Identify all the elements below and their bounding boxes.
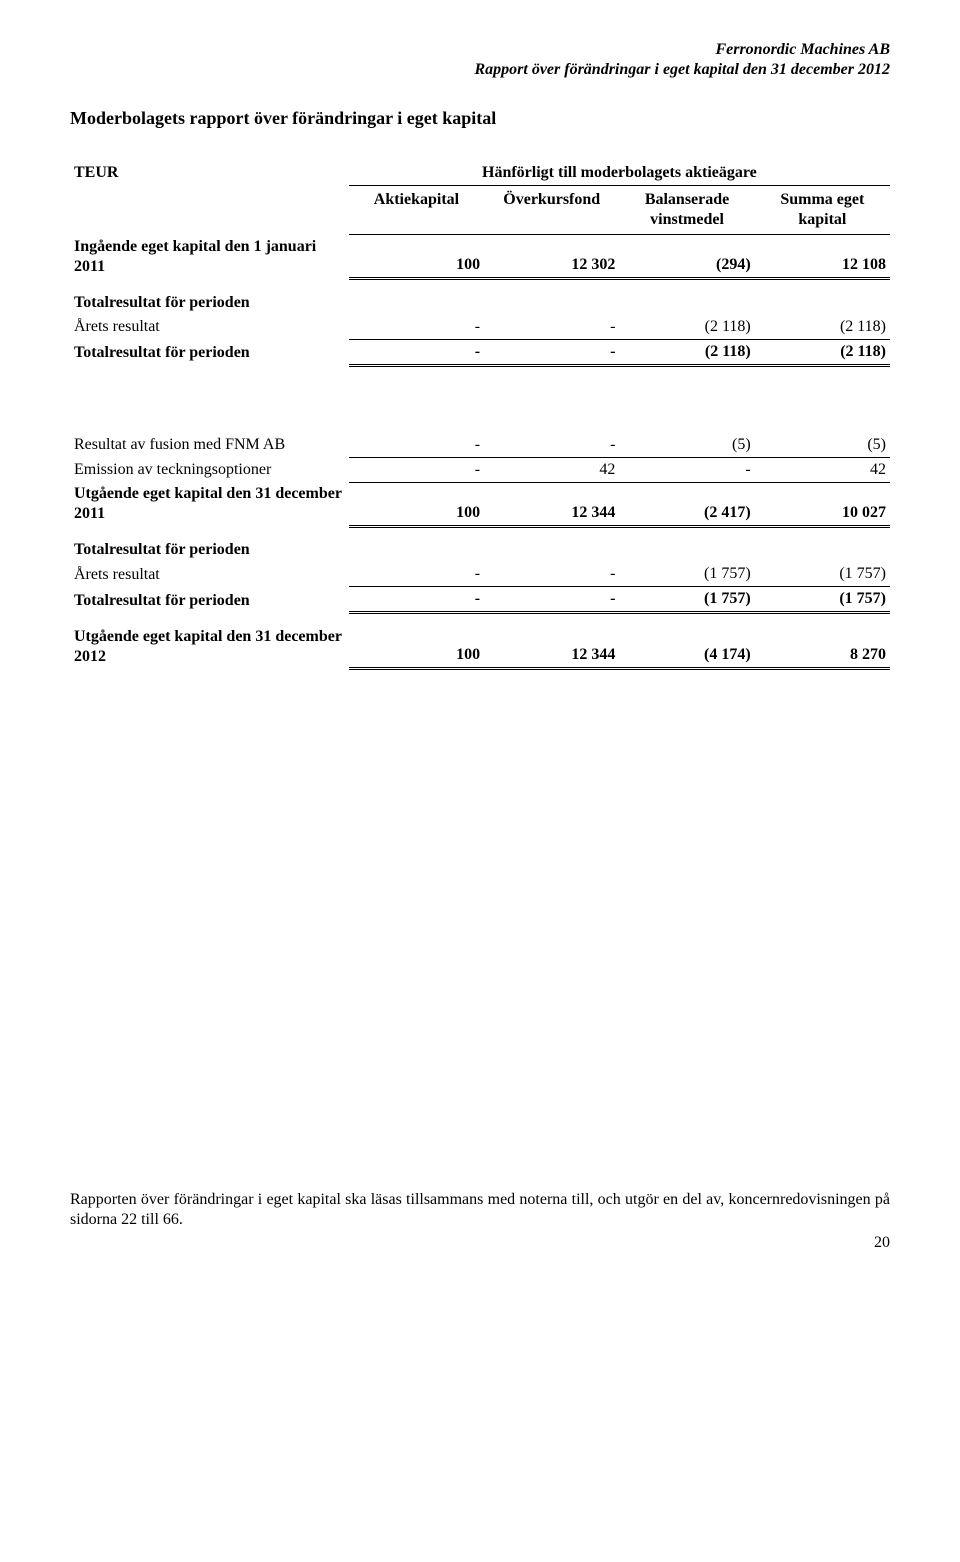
row-label: Totalresultat för perioden (70, 279, 349, 315)
table-row: Utgående eget kapital den 31 december 20… (70, 482, 890, 526)
col-header-overkursfond: Överkursfond (484, 186, 619, 235)
table-row: Totalresultat för perioden--(1 757)(1 75… (70, 587, 890, 613)
cell: - (349, 433, 484, 458)
cell (619, 279, 754, 315)
cell: (1 757) (619, 562, 754, 587)
cell: - (484, 587, 619, 613)
cell: - (349, 562, 484, 587)
company-name: Ferronordic Machines AB (70, 40, 890, 60)
footnote-text: Rapporten över förändringar i eget kapit… (70, 1190, 890, 1230)
table-row: Totalresultat för perioden (70, 526, 890, 562)
cell: 42 (484, 457, 619, 482)
col-header-aktiekapital: Aktiekapital (349, 186, 484, 235)
cell: (2 118) (619, 315, 754, 340)
report-subtitle: Rapport över förändringar i eget kapital… (70, 60, 890, 80)
row-label: Totalresultat för perioden (70, 587, 349, 613)
cell: - (619, 457, 754, 482)
cell: (5) (619, 433, 754, 458)
row-label: Utgående eget kapital den 31 december 20… (70, 482, 349, 526)
row-label: Emission av teckningsoptioner (70, 457, 349, 482)
table-row: Årets resultat--(1 757)(1 757) (70, 562, 890, 587)
cell (349, 526, 484, 562)
col-header-summa: Summa eget kapital (755, 186, 890, 235)
cell (484, 279, 619, 315)
table-row: Emission av teckningsoptioner-42-42 (70, 457, 890, 482)
table-row: Totalresultat för perioden (70, 279, 890, 315)
cell: (5) (755, 433, 890, 458)
cell: 42 (755, 457, 890, 482)
cell: - (349, 587, 484, 613)
cell (484, 526, 619, 562)
table-row: Utgående eget kapital den 31 december 20… (70, 613, 890, 669)
cell: - (349, 339, 484, 365)
table-row: Resultat av fusion med FNM AB--(5)(5) (70, 433, 890, 458)
cell: 8 270 (755, 613, 890, 669)
cell: 12 344 (484, 613, 619, 669)
row-label: Totalresultat för perioden (70, 339, 349, 365)
table-row: Årets resultat--(2 118)(2 118) (70, 315, 890, 340)
cell: 100 (349, 235, 484, 279)
row-label: Resultat av fusion med FNM AB (70, 433, 349, 458)
cell: - (484, 562, 619, 587)
row-label: Totalresultat för perioden (70, 526, 349, 562)
col-header-balanserade: Balanserade vinstmedel (619, 186, 754, 235)
cell: (2 118) (755, 315, 890, 340)
cell: (1 757) (755, 587, 890, 613)
cell: (294) (619, 235, 754, 279)
cell: (2 118) (619, 339, 754, 365)
cell: 100 (349, 482, 484, 526)
cell (349, 279, 484, 315)
cell: 12 302 (484, 235, 619, 279)
row-label: Ingående eget kapital den 1 januari 2011 (70, 235, 349, 279)
cell: 10 027 (755, 482, 890, 526)
cell: (1 757) (755, 562, 890, 587)
cell: - (349, 457, 484, 482)
row-label: Utgående eget kapital den 31 december 20… (70, 613, 349, 669)
cell: (2 118) (755, 339, 890, 365)
cell (619, 526, 754, 562)
row-label: Årets resultat (70, 562, 349, 587)
cell: (4 174) (619, 613, 754, 669)
super-header: Hänförligt till moderbolagets aktieägare (349, 161, 890, 186)
cell: 12 344 (484, 482, 619, 526)
page-header: Ferronordic Machines AB Rapport över för… (70, 40, 890, 80)
row-label: Årets resultat (70, 315, 349, 340)
cell: - (484, 433, 619, 458)
cell: - (349, 315, 484, 340)
table-row: Ingående eget kapital den 1 januari 2011… (70, 235, 890, 279)
cell (755, 526, 890, 562)
cell (755, 279, 890, 315)
cell: (2 417) (619, 482, 754, 526)
page-number: 20 (70, 1234, 890, 1252)
page-container: Ferronordic Machines AB Rapport över för… (0, 0, 960, 1282)
cell: - (484, 315, 619, 340)
table-row: Totalresultat för perioden--(2 118)(2 11… (70, 339, 890, 365)
currency-header: TEUR (70, 161, 349, 235)
report-title: Moderbolagets rapport över förändringar … (70, 108, 890, 129)
cell: 100 (349, 613, 484, 669)
cell: - (484, 339, 619, 365)
equity-changes-table: TEUR Hänförligt till moderbolagets aktie… (70, 161, 890, 670)
table-row (70, 365, 890, 433)
cell: (1 757) (619, 587, 754, 613)
cell: 12 108 (755, 235, 890, 279)
